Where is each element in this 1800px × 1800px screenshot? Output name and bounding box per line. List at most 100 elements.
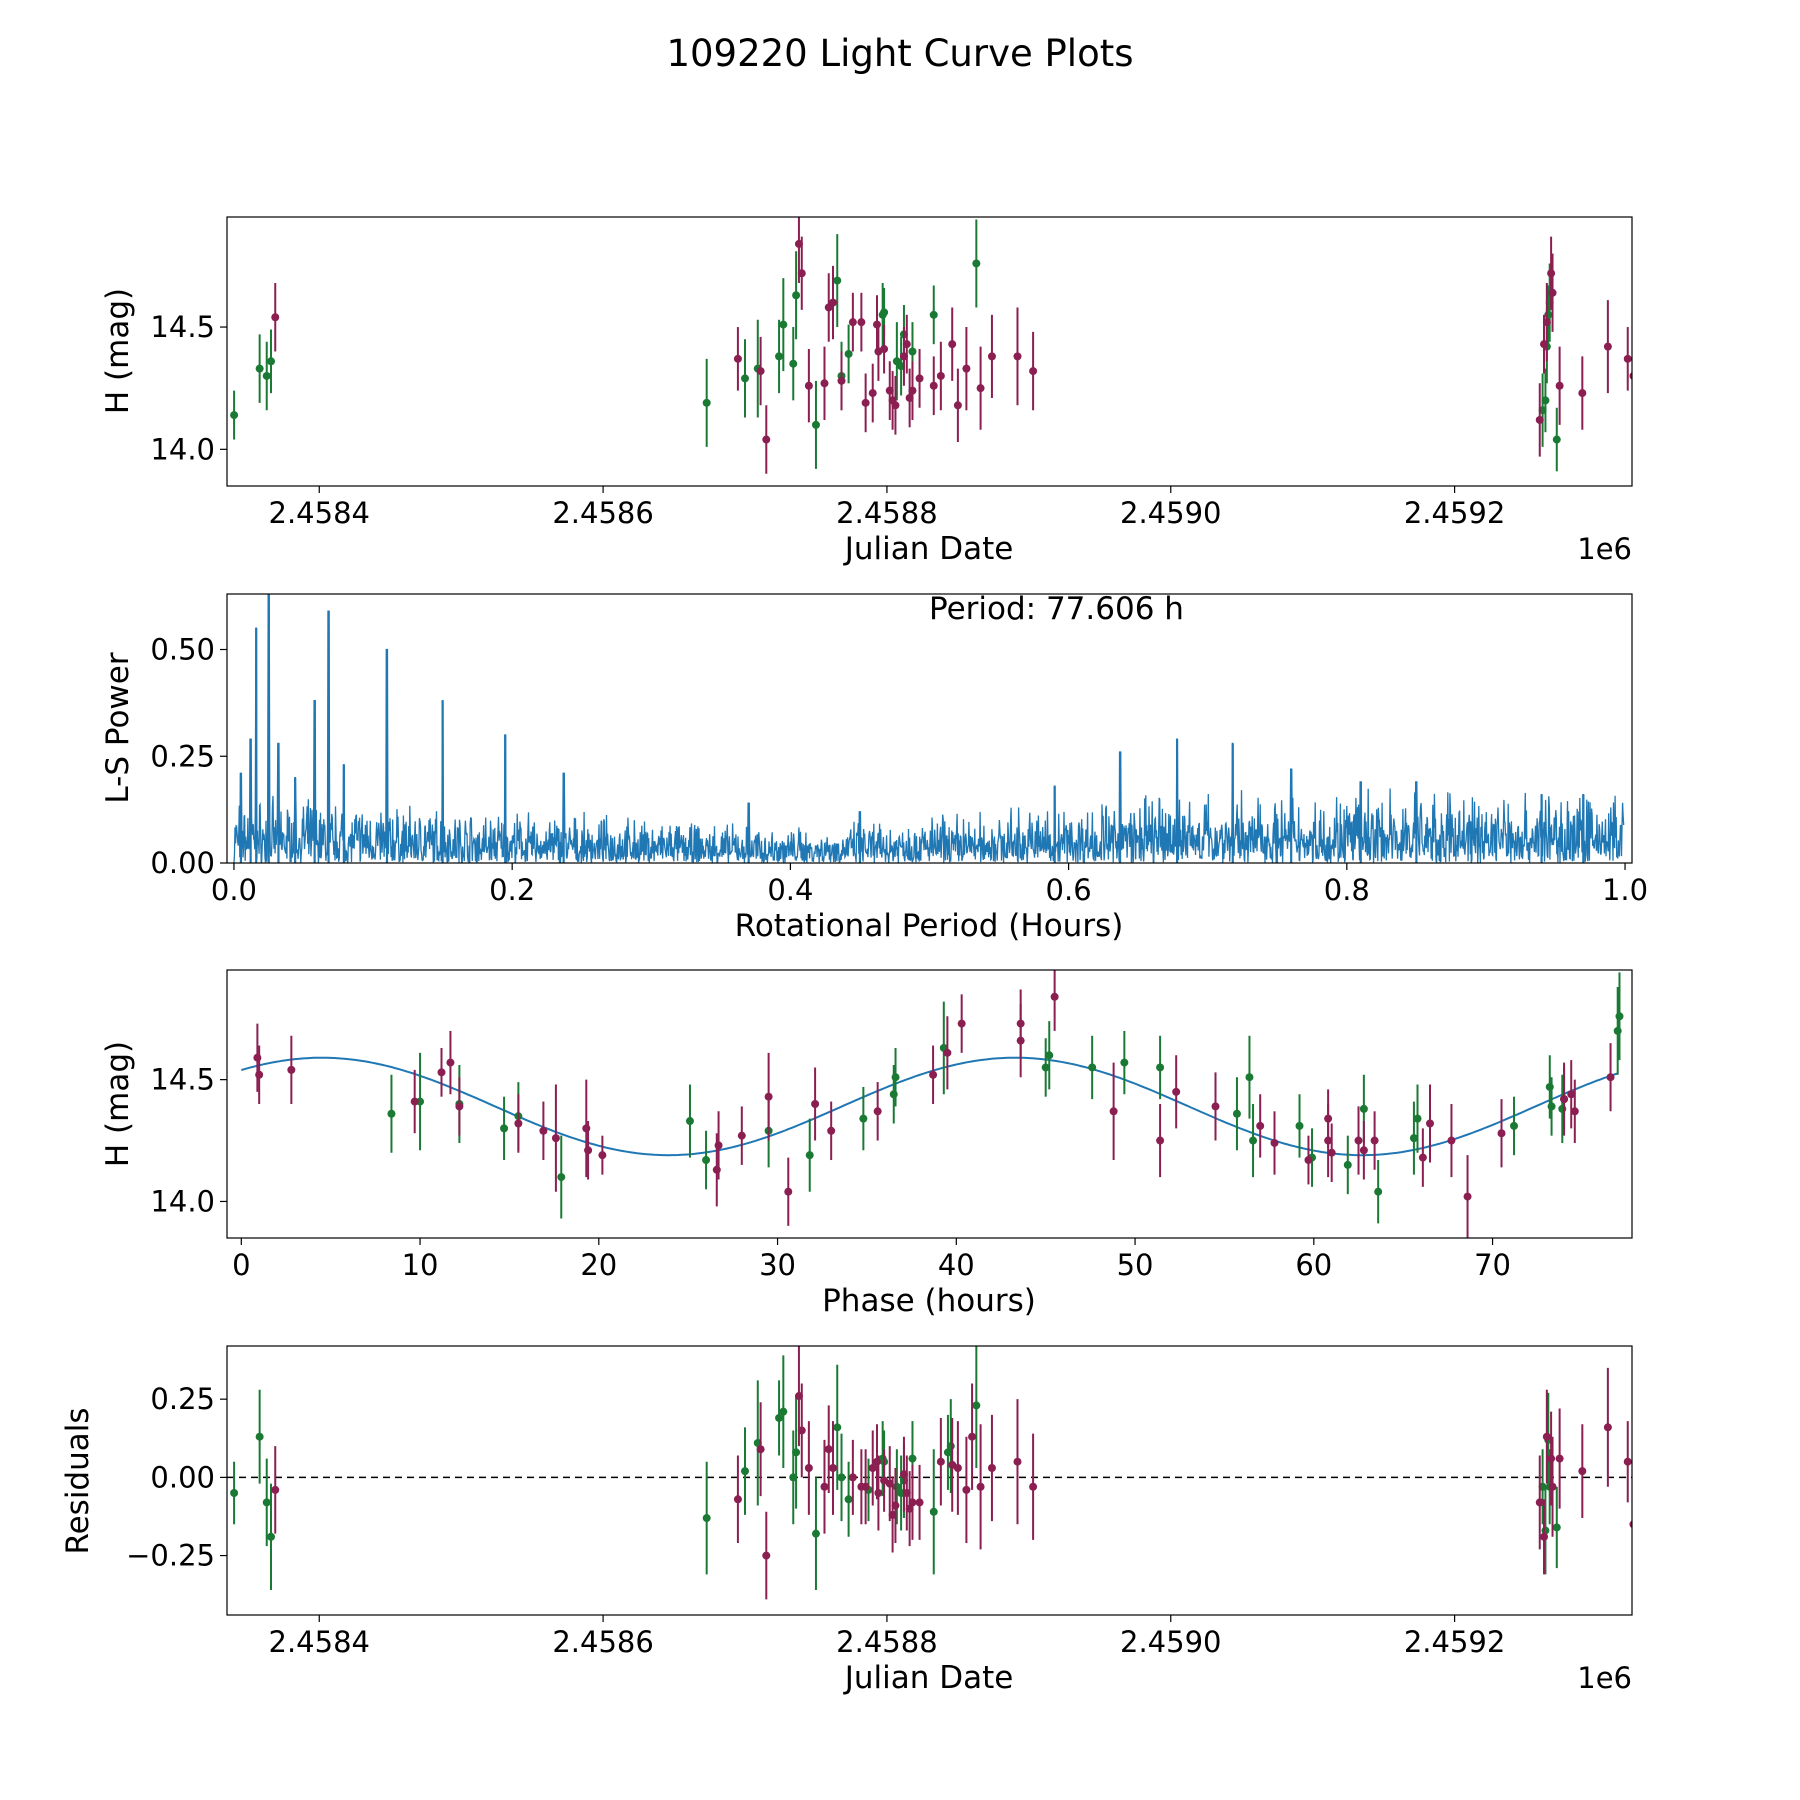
phased-green-point	[1295, 1121, 1304, 1130]
residuals-green-point	[844, 1495, 853, 1504]
lightcurve-purple-point	[1548, 288, 1557, 297]
phased-purple-point	[764, 1092, 773, 1101]
residuals-green-point	[908, 1454, 917, 1463]
residuals-xtick-label: 2.4584	[269, 1625, 370, 1659]
residuals-xtick-label: 2.4586	[552, 1625, 653, 1659]
residuals-xtick-label: 2.4588	[836, 1625, 937, 1659]
residuals-purple-point	[271, 1485, 280, 1494]
residuals-purple-point	[824, 1445, 833, 1454]
phased-green-point	[1343, 1160, 1352, 1169]
lightcurve-purple-point	[848, 318, 857, 327]
phased-green-point	[1088, 1063, 1097, 1072]
residuals-purple-point	[1603, 1423, 1612, 1432]
phased-purple-point	[827, 1126, 836, 1135]
periodogram-xtick-label: 0.6	[1046, 873, 1092, 907]
phased-purple-point	[784, 1187, 793, 1196]
periodogram-xtick-label: 1.0	[1602, 873, 1648, 907]
phased-xtick-label: 60	[1295, 1248, 1332, 1282]
residuals-ticks: 2.4584 2.4586 2.4588 2.4590 2.4592 −0.25 0.00 0…	[126, 1382, 1505, 1659]
phased-purple-point	[1156, 1136, 1165, 1145]
phased-purple-point	[1567, 1090, 1576, 1099]
phased-purple-point	[1270, 1138, 1279, 1147]
lightcurve-purple-point	[987, 352, 996, 361]
lightcurve-green-point	[262, 371, 271, 380]
residuals-purple-point	[1542, 1432, 1551, 1441]
lightcurve-green-point	[1544, 310, 1553, 319]
lightcurve-green-point	[779, 320, 788, 329]
lightcurve-xlabel: Julian Date	[843, 531, 1014, 567]
lightcurve-purple-point	[756, 367, 765, 376]
phased-purple-point	[1447, 1136, 1456, 1145]
lightcurve-purple-point	[948, 340, 957, 349]
phased-xtick-label: 0	[232, 1248, 250, 1282]
phased-purple-point	[1426, 1119, 1435, 1128]
residuals-green-point	[230, 1489, 239, 1498]
periodogram-annotation: Period: 77.606 h	[929, 591, 1184, 627]
lightcurve-green-point	[833, 276, 842, 285]
residuals-green-point	[972, 1401, 981, 1410]
lightcurve-purple-point	[902, 340, 911, 349]
residuals-purple-point	[1013, 1457, 1022, 1466]
residuals-purple-point	[976, 1482, 985, 1491]
periodogram-power-line	[233, 594, 1625, 863]
lightcurve-purple-point	[1029, 367, 1038, 376]
residuals-purple-point	[797, 1426, 806, 1435]
lightcurve-green-point	[255, 364, 264, 373]
residuals-xlabel: Julian Date	[843, 1660, 1014, 1696]
residuals-purple-point	[733, 1495, 742, 1504]
phased-purple-point	[1304, 1156, 1313, 1165]
residuals-purple-point	[1029, 1482, 1038, 1491]
periodogram-xtick-label: 0.2	[489, 873, 535, 907]
phased-purple-point	[1560, 1095, 1569, 1104]
phased-purple-point	[287, 1065, 296, 1074]
residuals-purple-point	[1535, 1498, 1544, 1507]
lightcurve-purple-point	[1555, 381, 1564, 390]
phased-green-point	[387, 1109, 396, 1118]
lightcurve-green-point	[811, 420, 820, 429]
periodogram-xlabel: Rotational Period (Hours)	[735, 908, 1124, 944]
residuals-purple-point	[1629, 1520, 1632, 1529]
phased-purple-point	[455, 1102, 464, 1111]
phased-green-point	[859, 1114, 868, 1123]
lightcurve-green-point	[1541, 396, 1550, 405]
phased-purple-point	[410, 1097, 419, 1106]
phased-green-point	[805, 1151, 814, 1160]
residuals-green-point	[811, 1529, 820, 1538]
phased-green-point	[1232, 1109, 1241, 1118]
lightcurve-green-point	[929, 310, 938, 319]
phased-purple-point	[712, 1165, 721, 1174]
lightcurve-green-point	[741, 374, 750, 383]
lightcurve-purple-point	[1603, 342, 1612, 351]
periodogram-ytick-label: 0.25	[150, 739, 215, 773]
periodogram-marks	[233, 594, 1625, 863]
phased-purple-point	[582, 1124, 591, 1133]
phased-purple-point	[1109, 1107, 1118, 1116]
lightcurve-xtick-label: 2.4588	[836, 496, 937, 530]
lightcurve-green-point	[775, 352, 784, 361]
phased-green-point	[1045, 1051, 1054, 1060]
phased-green-point	[1359, 1104, 1368, 1113]
phased-purple-point	[1050, 992, 1059, 1001]
phased-green-point	[891, 1073, 900, 1082]
residuals-purple-point	[756, 1445, 765, 1454]
phased-green-point	[1156, 1063, 1165, 1072]
lightcurve-xtick-label: 2.4584	[269, 496, 370, 530]
residuals-purple-point	[915, 1498, 924, 1507]
residuals-purple-point	[1555, 1454, 1564, 1463]
phased-green-point	[1510, 1121, 1519, 1130]
lightcurve-purple-point	[872, 320, 881, 329]
residuals-purple-point	[891, 1501, 900, 1510]
phased-green-point	[1245, 1073, 1254, 1082]
lightcurve-purple-point	[837, 376, 846, 385]
residuals-purple-point	[1641, 1477, 1649, 1485]
phased-purple-point	[1211, 1102, 1220, 1111]
phased-purple-point	[1570, 1107, 1579, 1116]
residuals-purple-point	[1578, 1467, 1587, 1476]
lightcurve-purple-point	[733, 354, 742, 363]
lightcurve-xtick-label: 2.4592	[1404, 496, 1505, 530]
residuals-green-point	[262, 1498, 271, 1507]
phased-purple-point	[253, 1053, 262, 1062]
residuals-green-point	[833, 1423, 842, 1432]
phased-purple-point	[1324, 1136, 1333, 1145]
residuals-purple-point	[804, 1463, 813, 1472]
